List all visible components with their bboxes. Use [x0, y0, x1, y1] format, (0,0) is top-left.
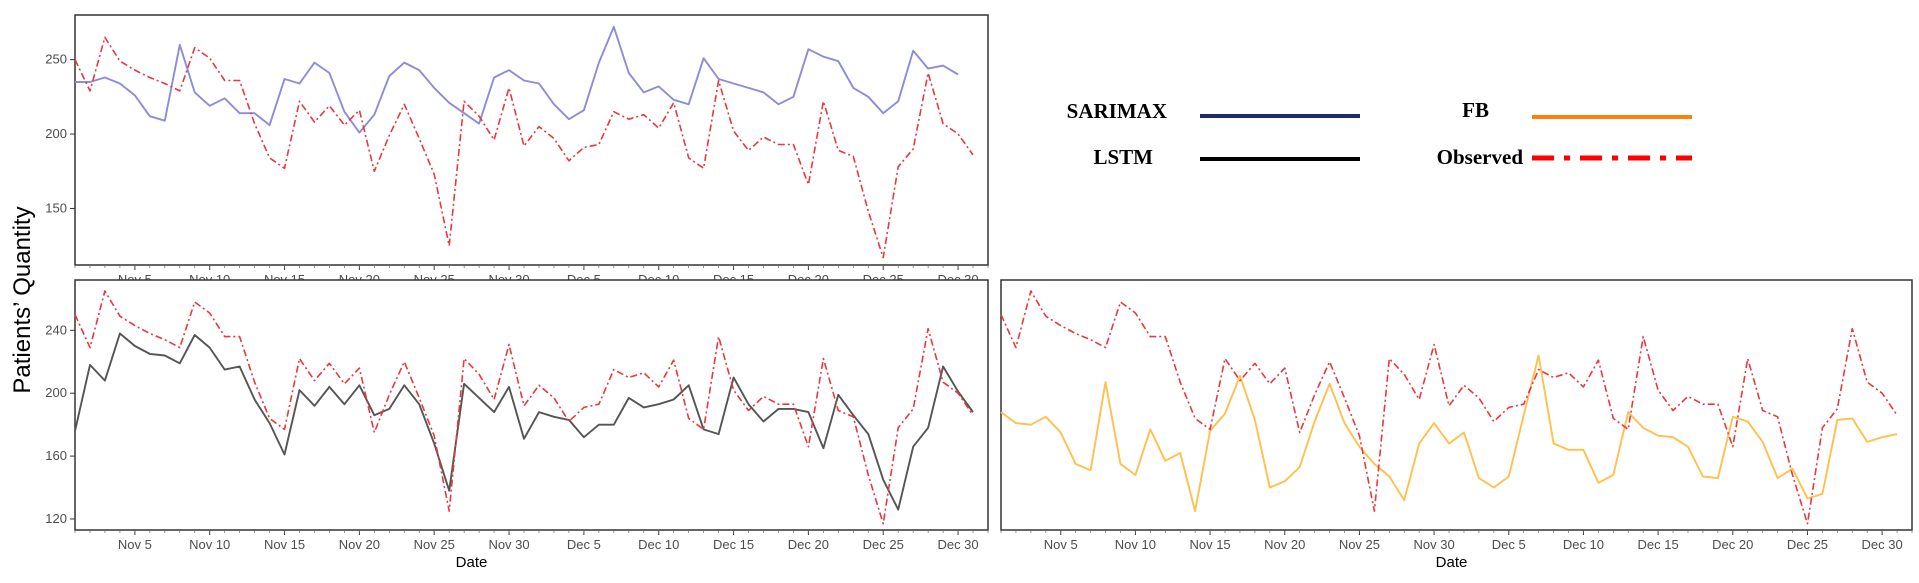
series-line-sarimax: [75, 25, 959, 134]
x-tick-label: Dec 20: [1712, 537, 1753, 552]
x-tick-label: Dec 30: [937, 537, 978, 552]
legend: SARIMAX FB LSTM Observed: [1067, 98, 1692, 169]
x-tick-label: Nov 25: [1339, 537, 1380, 552]
legend-item-fb: FB: [1462, 98, 1692, 122]
x-tick-label: Nov 15: [1189, 537, 1230, 552]
x-tick-label: Dec 5: [1492, 537, 1526, 552]
x-tick-label: Nov 10: [1115, 537, 1156, 552]
chart-panel-bottom-right: Nov 5 Nov 10 Nov 15 Nov 20 Nov 25 Nov 30 Dec 5…: [1000, 279, 1913, 571]
x-axis-title: Date: [1436, 554, 1468, 571]
chart-panel-bottom-left: 120 160 200 240 Nov 5 Nov 10 Nov 15 Nov 20 Nov 2…: [45, 279, 989, 571]
plot-frame: [74, 279, 989, 531]
y-axis-label: Patients’ Quantity: [9, 206, 36, 393]
x-tick-label: Nov 10: [189, 537, 230, 552]
legend-label: Observed: [1437, 145, 1524, 169]
x-tick-label: Dec 5: [567, 537, 601, 552]
x-tick-label: Nov 30: [1413, 537, 1454, 552]
x-tick-label: Dec 15: [713, 537, 754, 552]
x-tick-label: Dec 20: [788, 537, 829, 552]
y-tick-label: 200: [45, 126, 67, 141]
plot-frame: [74, 14, 989, 266]
x-axis-title: Date: [456, 554, 488, 571]
x-tick-label: Dec 25: [863, 537, 904, 552]
x-tick-label: Nov 5: [118, 537, 152, 552]
y-tick-label: 120: [45, 511, 67, 526]
y-tick-label: 150: [45, 200, 67, 215]
x-tick-label: Nov 20: [339, 537, 380, 552]
x-tick-label: Nov 30: [488, 537, 529, 552]
series-line-fb: [1000, 354, 1898, 513]
x-tick-label: Nov 15: [264, 537, 305, 552]
legend-item-lstm: LSTM: [1093, 145, 1360, 169]
x-tick-label: Dec 30: [1862, 537, 1903, 552]
x-tick-label: Nov 25: [414, 537, 455, 552]
y-tick-label: 160: [45, 448, 67, 463]
x-tick-label: Dec 15: [1638, 537, 1679, 552]
legend-label: FB: [1462, 98, 1489, 122]
series-line-observed: [1000, 290, 1898, 525]
legend-item-observed: Observed: [1437, 145, 1692, 169]
legend-label: SARIMAX: [1067, 99, 1167, 123]
x-tick-label: Nov 20: [1264, 537, 1305, 552]
x-tick-label: Nov 5: [1044, 537, 1078, 552]
series-line-observed: [74, 290, 974, 525]
y-tick-label: 200: [45, 385, 67, 400]
y-tick-label: 240: [45, 322, 67, 337]
plot-frame: [1000, 279, 1913, 531]
legend-item-sarimax: SARIMAX: [1067, 99, 1360, 123]
y-tick-label: 250: [45, 52, 67, 67]
legend-label: LSTM: [1093, 145, 1153, 169]
series-line-lstm: [74, 332, 974, 511]
x-tick-label: Dec 25: [1787, 537, 1828, 552]
x-tick-label: Dec 10: [638, 537, 679, 552]
x-tick-label: Dec 10: [1563, 537, 1604, 552]
series-line-observed: [74, 36, 974, 259]
